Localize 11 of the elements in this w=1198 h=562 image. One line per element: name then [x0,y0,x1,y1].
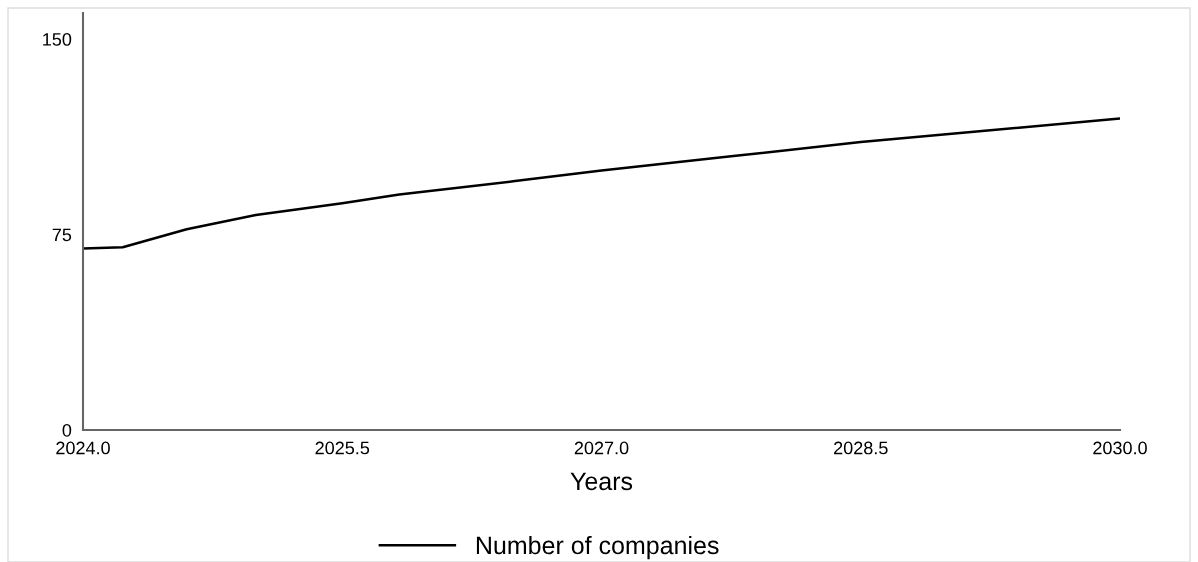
x-tick-label: 2030.0 [1093,441,1147,455]
y-tick-label: 0 [62,423,72,437]
line-series [83,117,1120,250]
x-tick-label: 2025.5 [315,441,370,455]
legend-label: Number of companies [476,535,719,560]
y-tick-label: 150 [43,33,72,46]
x-tick-label: 2028.5 [834,441,888,455]
x-axis-title: Years [570,472,633,491]
y-tick-label: 75 [52,228,72,242]
x-tick-label: 2024.0 [56,441,110,455]
x-tick-label: 2027.0 [574,441,629,455]
